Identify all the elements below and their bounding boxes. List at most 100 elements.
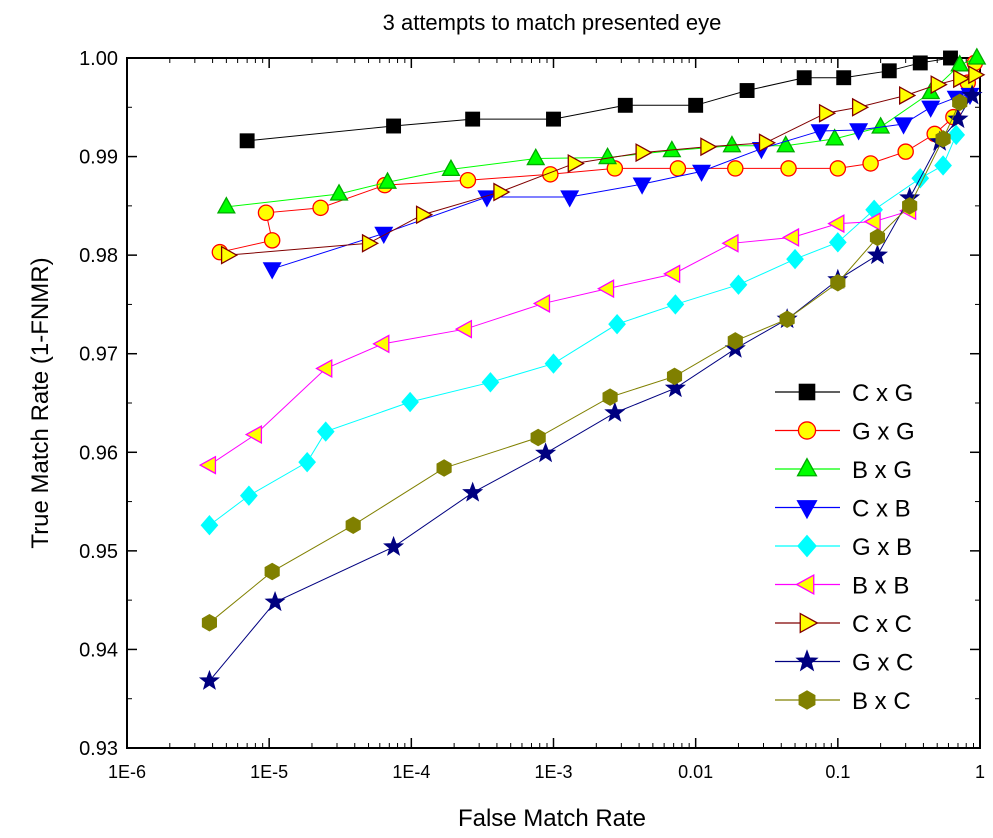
data-point [869, 228, 886, 247]
data-point [758, 133, 777, 153]
data-point [967, 47, 987, 65]
data-point [897, 143, 914, 160]
data-point [830, 273, 846, 292]
data-point [598, 147, 618, 165]
legend-item: C x C [775, 611, 912, 638]
data-point [264, 562, 280, 581]
data-point [780, 160, 797, 177]
data-point [542, 166, 559, 183]
legend-label: B x G [852, 457, 912, 484]
legend-marker [796, 457, 818, 477]
legend-label: B x B [852, 573, 909, 600]
y-tick-label: 0.93 [79, 738, 118, 760]
legend-item: G x B [775, 534, 912, 561]
data-point [968, 65, 986, 85]
legend-label: B x C [852, 688, 911, 715]
data-point [244, 425, 263, 445]
series-layer [198, 47, 987, 690]
data-point [632, 177, 652, 195]
legend-label: G x G [852, 419, 915, 446]
legend-marker [798, 383, 816, 401]
data-point [862, 155, 879, 172]
data-point [401, 391, 419, 413]
data-point [863, 212, 881, 232]
data-point [921, 100, 941, 118]
data-point [597, 279, 615, 299]
y-tick-label: 0.97 [79, 344, 118, 366]
data-point [617, 97, 633, 113]
data-point [567, 153, 585, 173]
y-tick-label: 0.96 [79, 442, 118, 464]
data-point [264, 591, 286, 612]
data-point [810, 124, 830, 142]
y-tick-label: 1.00 [79, 48, 118, 70]
data-point [220, 245, 239, 265]
series-3 [262, 87, 980, 280]
data-point [935, 130, 951, 148]
y-tick-label: 0.94 [79, 639, 118, 661]
data-point [729, 274, 748, 295]
legend-item: G x G [775, 419, 915, 446]
data-point [934, 155, 952, 176]
data-point [481, 372, 500, 393]
data-point [952, 93, 968, 112]
data-point [825, 128, 845, 146]
data-point [201, 614, 218, 632]
data-point [721, 233, 739, 253]
legend-marker [797, 534, 817, 558]
data-point [818, 103, 837, 123]
data-point [602, 388, 618, 406]
data-point [436, 459, 452, 477]
data-point [899, 85, 917, 105]
data-point [930, 75, 948, 95]
data-point [871, 116, 891, 134]
data-point [560, 190, 580, 208]
data-point [535, 442, 557, 463]
data-point [329, 183, 349, 201]
data-point [947, 124, 966, 146]
legend-item: G x C [775, 649, 913, 677]
data-point [851, 97, 870, 117]
data-point [386, 118, 402, 134]
data-point [849, 123, 869, 141]
data-point [779, 310, 795, 328]
legend-marker [797, 421, 817, 440]
data-point [198, 669, 220, 690]
data-point [739, 83, 755, 98]
legend-item: B x C [775, 688, 911, 715]
data-point [666, 367, 683, 386]
data-point [727, 160, 744, 177]
data-point [263, 232, 281, 249]
data-point [315, 358, 333, 379]
data-point [465, 111, 481, 127]
data-point [692, 164, 712, 182]
data-point [894, 117, 914, 135]
series-6 [220, 65, 986, 265]
data-point [781, 227, 800, 247]
x-tick-label: 1E-3 [534, 762, 572, 782]
data-point [786, 248, 804, 270]
data-point [312, 199, 329, 217]
data-point [454, 319, 473, 339]
legend-item: C x G [775, 380, 913, 407]
data-point [493, 182, 511, 202]
data-point [216, 196, 236, 214]
x-tick-label: 1E-5 [250, 762, 288, 782]
data-point [947, 108, 969, 129]
series-line [209, 102, 961, 624]
legend-item: C x B [775, 496, 911, 523]
data-point [663, 264, 681, 284]
legend-marker [799, 612, 819, 634]
data-point [459, 171, 477, 189]
x-tick-label: 1 [975, 762, 985, 782]
data-point [666, 294, 685, 315]
data-point [727, 332, 743, 350]
data-point [953, 69, 971, 89]
legend-marker [796, 500, 818, 520]
y-tick-label: 0.99 [79, 147, 118, 169]
data-point [961, 84, 983, 105]
chart-title: 3 attempts to match presented eye [383, 10, 722, 35]
data-point [881, 63, 897, 79]
data-point [943, 50, 958, 66]
